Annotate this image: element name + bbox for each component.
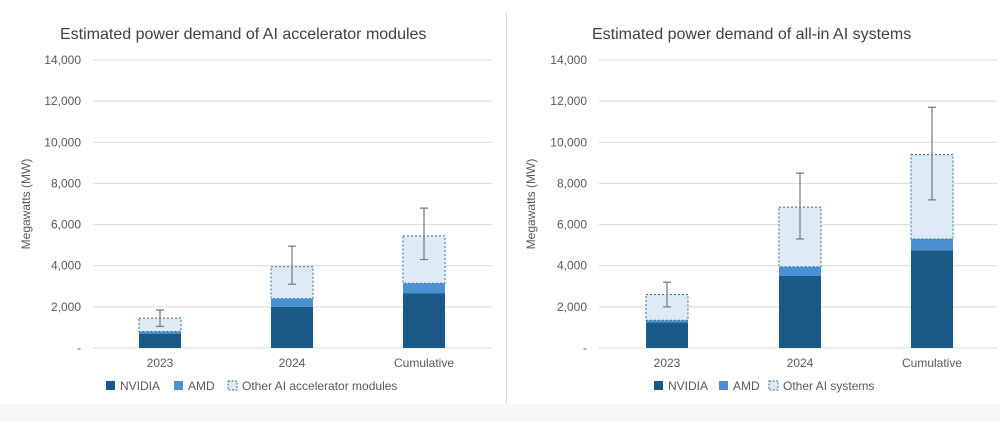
legend-swatch-amd — [719, 381, 728, 390]
legend-label-other: Other AI systems — [783, 379, 874, 393]
y-tick-label: 6,000 — [51, 218, 81, 232]
y-axis-label: Megawatts (MW) — [524, 159, 538, 250]
y-tick-label: 8,000 — [557, 176, 587, 190]
y-axis-label: Megawatts (MW) — [19, 159, 33, 250]
x-tick-label: 2023 — [654, 356, 681, 370]
y-tick-label: - — [583, 341, 587, 355]
y-tick-label: 2,000 — [557, 300, 587, 314]
bar-nvidia — [646, 322, 688, 348]
x-tick-label: Cumulative — [394, 356, 454, 370]
legend-label-amd: AMD — [733, 379, 760, 393]
y-tick-label: 10,000 — [550, 135, 587, 149]
chart-title: Estimated power demand of all-in AI syst… — [592, 26, 911, 43]
legend-swatch-other — [768, 380, 779, 391]
y-tick-label: 6,000 — [557, 218, 587, 232]
bar-nvidia — [403, 293, 445, 348]
legend-swatch-nvidia — [654, 381, 663, 390]
legend-swatch-nvidia — [106, 381, 115, 390]
x-tick-label: 2024 — [279, 356, 306, 370]
bar-nvidia — [271, 306, 313, 348]
bar-nvidia — [911, 250, 953, 348]
legend-swatch-amd — [174, 381, 183, 390]
x-tick-label: 2023 — [147, 356, 174, 370]
legend-label-nvidia: NVIDIA — [120, 379, 160, 393]
bar-amd — [403, 283, 445, 294]
bar-nvidia — [139, 333, 181, 348]
chart-accelerator-modules: Estimated power demand of AI accelerator… — [19, 26, 492, 393]
bar-nvidia — [779, 276, 821, 348]
y-tick-label: 10,000 — [44, 135, 81, 149]
y-tick-label: 2,000 — [51, 300, 81, 314]
y-tick-label: 4,000 — [557, 259, 587, 273]
y-tick-label: - — [77, 341, 81, 355]
x-tick-label: Cumulative — [902, 356, 962, 370]
y-tick-label: 4,000 — [51, 259, 81, 273]
legend-swatch-other — [227, 380, 238, 391]
y-tick-label: 14,000 — [44, 53, 81, 67]
legend-label-other: Other AI accelerator modules — [242, 379, 397, 393]
footer-band — [0, 404, 1000, 421]
bar-amd — [271, 298, 313, 307]
bar-amd — [646, 320, 688, 323]
bar-amd — [779, 266, 821, 276]
chart-all-in-systems: Estimated power demand of all-in AI syst… — [524, 26, 997, 393]
chart-panel-all-in-systems: Estimated power demand of all-in AI syst… — [507, 0, 1000, 421]
legend-label-amd: AMD — [188, 379, 215, 393]
y-tick-label: 12,000 — [44, 94, 81, 108]
y-tick-label: 14,000 — [550, 53, 587, 67]
x-tick-label: 2024 — [787, 356, 814, 370]
y-tick-label: 12,000 — [550, 94, 587, 108]
legend-label-nvidia: NVIDIA — [668, 379, 708, 393]
y-tick-label: 8,000 — [51, 176, 81, 190]
bar-amd — [911, 238, 953, 251]
chart-panel-accelerator-modules: Estimated power demand of AI accelerator… — [0, 0, 500, 421]
panel-divider — [506, 12, 507, 404]
bar-amd — [139, 331, 181, 334]
chart-title: Estimated power demand of AI accelerator… — [60, 26, 426, 43]
